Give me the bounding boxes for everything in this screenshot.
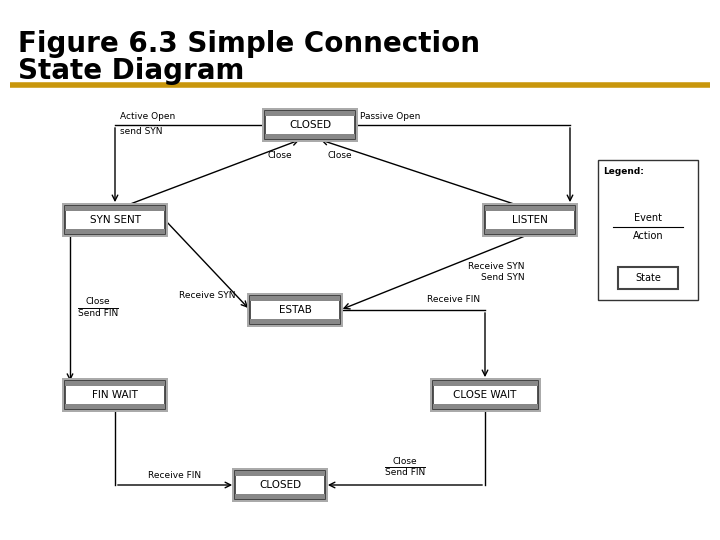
Bar [250, 319, 340, 324]
Bar [485, 206, 575, 211]
Text: Figure 6.3 Simple Connection: Figure 6.3 Simple Connection [18, 30, 480, 58]
Bar [235, 494, 325, 499]
Bar [65, 381, 165, 386]
Bar [430, 378, 541, 412]
Text: FIN WAIT: FIN WAIT [92, 390, 138, 400]
Bar [65, 229, 165, 234]
Bar [618, 267, 678, 289]
Bar [232, 468, 328, 502]
Text: Close: Close [268, 152, 292, 160]
Text: Close: Close [86, 298, 110, 307]
Bar [265, 134, 355, 139]
Text: ESTAB: ESTAB [279, 305, 312, 315]
Text: Close: Close [328, 152, 352, 160]
Bar [485, 229, 575, 234]
Bar [433, 404, 538, 409]
Text: Send FIN: Send FIN [78, 308, 118, 318]
Text: CLOSE WAIT: CLOSE WAIT [454, 390, 517, 400]
Text: Receive SYN: Receive SYN [179, 291, 235, 300]
Bar [598, 160, 698, 300]
Bar [433, 381, 538, 409]
Text: Passive Open: Passive Open [360, 112, 420, 121]
Bar [235, 471, 325, 476]
Bar [65, 206, 165, 211]
Text: Active Open: Active Open [120, 112, 175, 121]
Text: SYN SENT: SYN SENT [89, 215, 140, 225]
Bar [250, 296, 340, 301]
Bar [250, 296, 340, 324]
Text: Close: Close [392, 457, 418, 466]
Text: State: State [635, 273, 661, 283]
Bar [482, 203, 578, 237]
Bar [247, 293, 343, 327]
Text: State Diagram: State Diagram [18, 57, 244, 85]
Text: CLOSED: CLOSED [289, 120, 331, 130]
Bar [262, 108, 358, 142]
Bar [235, 471, 325, 499]
Text: Receive FIN: Receive FIN [427, 295, 480, 304]
Text: Legend:: Legend: [603, 167, 644, 176]
Text: Receive FIN: Receive FIN [148, 471, 202, 480]
Text: Event: Event [634, 213, 662, 223]
Text: send SYN: send SYN [120, 127, 163, 136]
Bar [265, 111, 355, 116]
Bar [62, 378, 168, 412]
Bar [265, 111, 355, 139]
Bar [485, 206, 575, 234]
Bar [62, 203, 168, 237]
Bar [65, 404, 165, 409]
Text: Receive SYN
Send SYN: Receive SYN Send SYN [469, 262, 525, 282]
Bar [65, 206, 165, 234]
Bar [65, 381, 165, 409]
Text: Send FIN: Send FIN [385, 468, 425, 477]
Text: Action: Action [633, 231, 663, 241]
Bar [433, 381, 538, 386]
Text: CLOSED: CLOSED [259, 480, 301, 490]
Text: LISTEN: LISTEN [512, 215, 548, 225]
